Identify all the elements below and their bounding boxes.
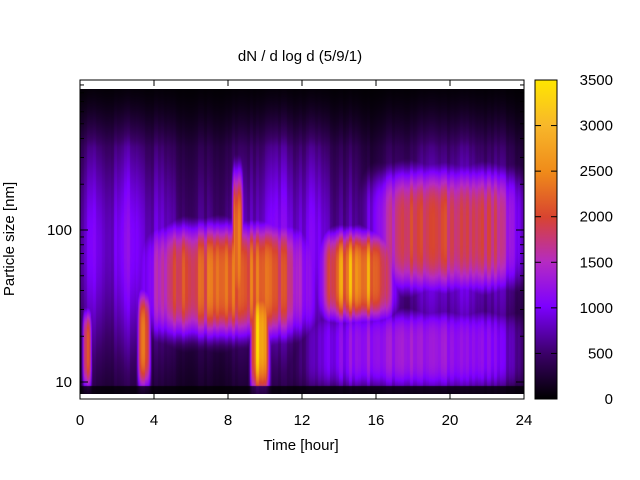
x-tick-label: 0 (76, 412, 84, 429)
chart-title: dN / d log d (5/9/1) (238, 48, 362, 65)
x-tick-label: 24 (516, 412, 533, 429)
heatmap-area (80, 89, 524, 394)
colorbar-tick-label: 3000 (580, 118, 613, 135)
x-tick-label: 4 (150, 412, 158, 429)
x-tick-label: 8 (224, 412, 232, 429)
colorbar-ticks: 0 500 1000 1500 2000 2500 3000 3500 (535, 72, 613, 408)
y-tick-label: 100 (47, 222, 72, 239)
colorbar-tick-label: 1000 (580, 300, 613, 317)
y-axis-label: Particle size [nm] (1, 182, 18, 296)
colorbar-tick-label: 3500 (580, 72, 613, 89)
colorbar-tick-label: 2500 (580, 163, 613, 180)
colorbar (534, 79, 558, 400)
colorbar-tick-label: 1500 (580, 254, 613, 271)
x-tick-label: 12 (294, 412, 311, 429)
y-axis-ticks: 10 100 (47, 84, 524, 391)
colorbar-tick-label: 500 (588, 345, 613, 362)
colorbar-tick-label: 0 (605, 391, 613, 408)
x-tick-label: 16 (368, 412, 385, 429)
x-axis-label: Time [hour] (263, 437, 338, 454)
y-tick-label: 10 (55, 374, 72, 391)
x-tick-label: 20 (442, 412, 459, 429)
x-axis-ticks: 0 4 8 12 16 20 24 (76, 80, 533, 429)
colorbar-tick-label: 2000 (580, 209, 613, 226)
